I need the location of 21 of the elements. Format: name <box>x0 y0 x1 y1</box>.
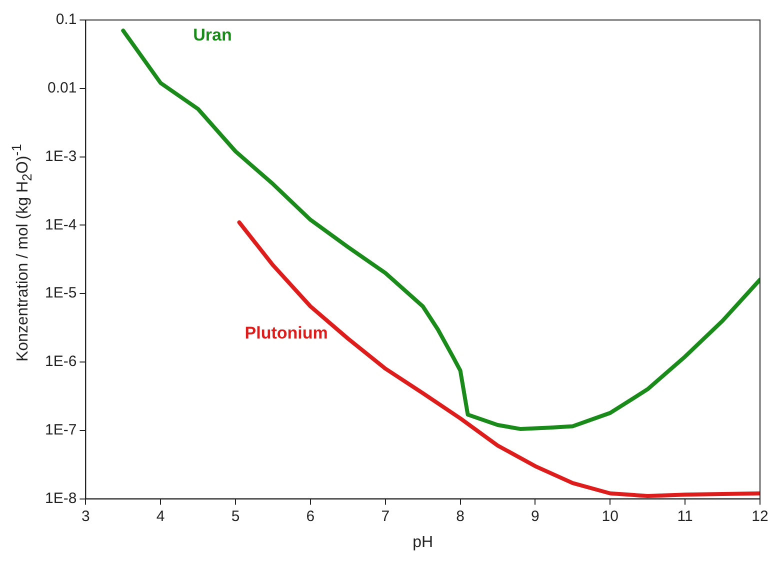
x-tick-label: 5 <box>231 508 240 525</box>
y-tick-label: 0.1 <box>56 11 77 28</box>
x-tick-label: 12 <box>752 508 768 525</box>
x-tick-label: 9 <box>531 508 540 525</box>
x-tick-label: 7 <box>381 508 390 525</box>
y-tick-label: 0.01 <box>47 80 77 97</box>
text: Uran <box>193 26 232 45</box>
y-tick-label: 1E-7 <box>44 422 77 439</box>
x-tick-label: 4 <box>156 508 165 525</box>
y-tick-label: 1E-5 <box>44 284 77 302</box>
x-tick-label: 6 <box>306 508 315 525</box>
y-tick-label: 1E-3 <box>44 148 77 165</box>
series-label: Plutonium <box>244 324 328 343</box>
x-axis-title: pH <box>412 534 434 551</box>
x-tick-label: 10 <box>602 508 618 525</box>
y-tick-label: 1E-8 <box>44 490 77 507</box>
x-tick-label: 11 <box>677 508 693 525</box>
y-tick-label: 1E-6 <box>44 353 77 370</box>
x-tick-label: 8 <box>456 508 464 525</box>
y-tick-label: 1E-4 <box>44 216 77 234</box>
x-tick-label: 3 <box>82 508 90 525</box>
